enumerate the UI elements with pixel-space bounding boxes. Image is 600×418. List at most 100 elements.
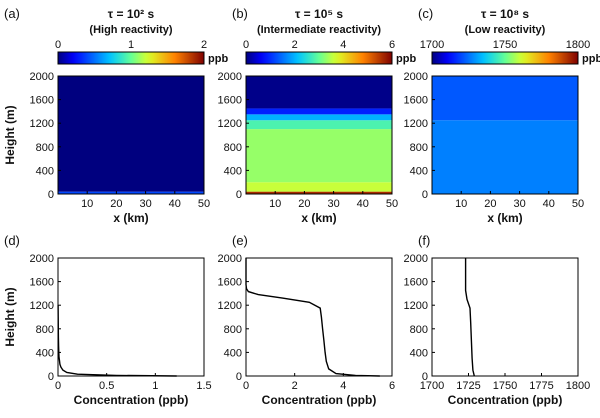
x-axis-label: x (km) xyxy=(113,211,148,225)
heatmap-panel-3: (c) τ = 10⁸ s (Low reactivity) 1700 1750 1800… xyxy=(404,6,600,225)
x-tick-label: 50 xyxy=(386,198,398,210)
y-tick-label: 800 xyxy=(224,142,242,154)
y-tick-label: 0 xyxy=(48,371,54,383)
x-tick-label: 50 xyxy=(572,198,584,210)
profile-panel-2: (e) 0 400 800 1200 1600 2000 0 2 4 6 Concentration … xyxy=(218,233,396,407)
x-tick-label: 1725 xyxy=(456,380,480,392)
x-tick-label: 10 xyxy=(455,198,467,210)
y-tick-label: 1200 xyxy=(218,118,242,130)
y-tick-label: 800 xyxy=(410,142,428,154)
x-tick-label: 2 xyxy=(292,380,298,392)
plot-frame xyxy=(431,257,579,377)
y-tick-label: 2000 xyxy=(30,71,54,83)
y-tick-label: 800 xyxy=(410,324,428,336)
plot-frame xyxy=(245,75,393,195)
panel-title: τ = 10² s xyxy=(108,7,155,21)
heatmap-layer xyxy=(246,191,392,194)
series-line xyxy=(245,258,380,377)
heatmap-layer xyxy=(432,120,578,194)
panel-label: (b) xyxy=(232,6,248,21)
x-tick-label: 1700 xyxy=(420,380,444,392)
y-tick-label: 0 xyxy=(422,189,428,201)
x-tick-label: 50 xyxy=(198,198,210,210)
y-tick-label: 0 xyxy=(236,189,242,201)
panel-title: τ = 10⁵ s xyxy=(295,7,343,21)
series-line xyxy=(57,305,177,377)
x-axis-label: Concentration (ppb) xyxy=(448,393,563,407)
colorbar-tick-label: 2 xyxy=(292,39,298,51)
panel-label: (c) xyxy=(418,6,433,21)
x-axis-label: x (km) xyxy=(301,211,336,225)
y-tick-label: 2000 xyxy=(218,253,242,265)
heatmap-panel-2: (b) τ = 10⁵ s (Intermediate reactivity) 0 2 4… xyxy=(218,6,417,225)
colorbar-tick-label: 4 xyxy=(340,39,346,51)
heatmap-layer xyxy=(246,182,392,192)
colorbar-tick-label: 1 xyxy=(128,39,134,51)
y-tick-label: 1200 xyxy=(404,118,428,130)
panel-label: (f) xyxy=(418,233,430,248)
colorbar-tick-label: 6 xyxy=(389,39,395,51)
colorbar-tick-label: 1700 xyxy=(420,39,444,51)
heatmap-layer xyxy=(58,191,204,194)
x-tick-label: 6 xyxy=(389,380,395,392)
colorbar xyxy=(245,51,393,65)
heatmap-layer xyxy=(246,76,392,109)
y-axis-label: Height (m) xyxy=(3,105,17,164)
y-tick-label: 400 xyxy=(224,347,242,359)
x-axis-label: Concentration (ppb) xyxy=(262,393,377,407)
colorbar-tick-label: 0 xyxy=(55,39,61,51)
panel-subtitle: (Intermediate reactivity) xyxy=(257,24,381,36)
colorbar-unit: ppb xyxy=(208,53,228,65)
colorbar-unit: ppb xyxy=(582,53,600,65)
x-tick-label: 0 xyxy=(243,380,249,392)
x-tick-label: 10 xyxy=(269,198,281,210)
x-tick-label: 30 xyxy=(327,198,339,210)
colorbar-unit: ppb xyxy=(396,53,416,65)
y-tick-label: 1200 xyxy=(30,118,54,130)
plot-frame xyxy=(245,257,393,377)
y-tick-label: 0 xyxy=(236,371,242,383)
colorbar-tick-label: 1750 xyxy=(493,39,517,51)
y-tick-label: 800 xyxy=(36,142,54,154)
panel-label: (d) xyxy=(4,233,20,248)
colorbar-tick-label: 0 xyxy=(243,39,249,51)
y-tick-label: 2000 xyxy=(30,253,54,265)
x-tick-label: 1750 xyxy=(493,380,517,392)
series-line xyxy=(464,258,475,377)
x-tick-label: 1.5 xyxy=(196,380,211,392)
panel-subtitle: (High reactivity) xyxy=(89,24,172,36)
y-tick-label: 2000 xyxy=(404,71,428,83)
x-tick-label: 0 xyxy=(55,380,61,392)
panel-subtitle: (Low reactivity) xyxy=(465,24,546,36)
heatmap-layer xyxy=(246,129,392,183)
profile-panel-1: (d) 0 400 800 1200 1600 2000 0 0.5 1 1.5 Concentrat… xyxy=(3,233,212,407)
y-tick-label: 1600 xyxy=(404,95,428,107)
y-tick-label: 800 xyxy=(36,324,54,336)
y-tick-label: 1600 xyxy=(404,277,428,289)
plot-frame xyxy=(57,75,205,195)
x-tick-label: 1800 xyxy=(566,380,590,392)
y-tick-label: 1200 xyxy=(404,300,428,312)
y-tick-label: 400 xyxy=(36,347,54,359)
x-tick-label: 40 xyxy=(357,198,369,210)
x-tick-label: 1775 xyxy=(529,380,553,392)
y-tick-label: 800 xyxy=(224,324,242,336)
y-tick-label: 0 xyxy=(48,189,54,201)
colorbar xyxy=(57,51,205,65)
y-tick-label: 1600 xyxy=(30,277,54,289)
x-tick-label: 20 xyxy=(110,198,122,210)
y-tick-label: 400 xyxy=(36,165,54,177)
y-tick-label: 400 xyxy=(410,347,428,359)
y-tick-label: 1600 xyxy=(30,95,54,107)
colorbar-tick-label: 2 xyxy=(201,39,207,51)
y-tick-label: 1600 xyxy=(218,277,242,289)
panel-label: (e) xyxy=(232,233,248,248)
y-tick-label: 400 xyxy=(224,165,242,177)
profile-panel-3: (f) 0 400 800 1200 1600 2000 1700 1725 1750 1775 18… xyxy=(404,233,591,407)
heatmap-layer xyxy=(432,76,578,121)
panel-title: τ = 10⁸ s xyxy=(481,7,529,21)
x-tick-label: 40 xyxy=(169,198,181,210)
heatmap-layer xyxy=(246,120,392,130)
y-tick-label: 1200 xyxy=(218,300,242,312)
